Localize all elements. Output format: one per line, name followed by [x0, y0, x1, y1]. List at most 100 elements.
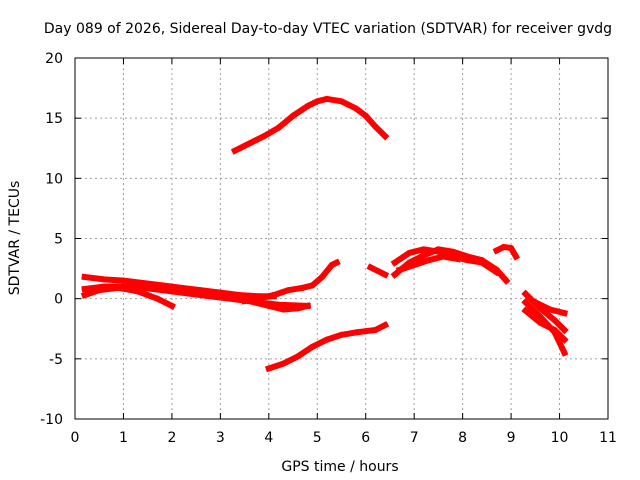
y-tick-label: -5	[49, 352, 63, 368]
data-point	[134, 288, 141, 295]
data-point	[362, 328, 369, 335]
data-point	[372, 123, 379, 130]
data-point	[270, 292, 277, 299]
data-point	[231, 147, 238, 154]
data-point	[367, 264, 374, 271]
data-point	[275, 124, 282, 131]
data-point	[333, 259, 340, 266]
x-tick-label: 5	[313, 430, 322, 446]
x-tick-label: 8	[458, 430, 467, 446]
data-point	[411, 261, 418, 268]
data-point	[440, 253, 447, 260]
data-point	[246, 140, 253, 147]
data-point	[561, 349, 568, 356]
data-point	[537, 319, 544, 326]
data-point	[81, 292, 88, 299]
data-point	[454, 255, 461, 262]
data-point	[115, 284, 122, 291]
data-point	[236, 292, 243, 299]
data-point	[561, 326, 568, 333]
data-point	[500, 243, 507, 250]
data-point	[178, 284, 185, 291]
y-tick-label: -10	[40, 412, 63, 428]
data-point	[353, 105, 360, 112]
data-point	[280, 306, 287, 313]
data-point	[374, 267, 381, 274]
data-point	[338, 331, 345, 338]
data-point	[285, 287, 292, 294]
y-tick-label: 15	[45, 111, 63, 127]
data-point	[101, 276, 108, 283]
data-series	[80, 95, 569, 373]
data-point	[217, 294, 224, 301]
y-tick-label: 0	[54, 292, 63, 308]
data-point	[561, 336, 568, 343]
data-point	[532, 299, 539, 306]
x-tick-label: 3	[216, 430, 225, 446]
x-tick-label: 6	[361, 430, 370, 446]
data-point	[382, 322, 389, 329]
data-point	[96, 287, 103, 294]
data-point	[159, 282, 166, 289]
data-point	[299, 284, 306, 291]
data-point	[294, 353, 301, 360]
data-point	[81, 274, 88, 281]
data-point	[391, 271, 398, 278]
data-point	[522, 299, 529, 306]
data-point	[420, 246, 427, 253]
x-tick-label: 4	[264, 430, 273, 446]
y-axis-title: SDTVAR / TECUs	[7, 181, 23, 296]
data-point	[493, 247, 500, 254]
data-point	[372, 326, 379, 333]
data-point	[178, 289, 185, 296]
data-point	[260, 133, 267, 140]
data-point	[546, 306, 553, 313]
data-point	[309, 282, 316, 289]
y-tick-label: 20	[45, 51, 63, 67]
data-point	[503, 277, 510, 284]
data-point	[304, 302, 311, 309]
data-point	[168, 302, 175, 309]
data-point	[197, 287, 204, 294]
x-tick-label: 1	[119, 430, 128, 446]
data-point	[561, 310, 568, 317]
data-point	[139, 284, 146, 291]
series-tail-c	[521, 306, 569, 344]
data-point	[353, 329, 360, 336]
data-point	[309, 343, 316, 350]
series-blip-9	[492, 243, 520, 261]
grid-lines	[75, 58, 608, 419]
data-point	[396, 266, 403, 273]
data-point	[362, 112, 369, 119]
x-tick-label: 2	[167, 430, 176, 446]
data-point	[464, 257, 471, 264]
y-tick-label: 5	[54, 232, 63, 248]
data-point	[551, 317, 558, 324]
data-point	[391, 259, 398, 266]
data-point	[435, 248, 442, 255]
x-tick-label: 7	[410, 430, 419, 446]
data-point	[420, 252, 427, 259]
data-point	[294, 305, 301, 312]
x-tick-labels: 0 1 2 3 4 5 6 7 8 9 10 11	[71, 430, 617, 446]
data-point	[508, 245, 515, 252]
data-point	[197, 292, 204, 299]
data-point	[323, 336, 330, 343]
data-point	[265, 365, 272, 372]
x-axis-title: GPS time / hours	[281, 459, 398, 475]
data-point	[290, 112, 297, 119]
y-tick-label: 10	[45, 171, 63, 187]
data-point	[280, 360, 287, 367]
data-point	[304, 103, 311, 110]
data-point	[236, 296, 243, 303]
data-point	[522, 290, 529, 297]
data-point	[139, 280, 146, 287]
data-point	[551, 326, 558, 333]
data-point	[319, 274, 326, 281]
data-point	[479, 259, 486, 266]
data-point	[512, 253, 519, 260]
x-tick-label: 9	[507, 430, 516, 446]
data-point	[382, 133, 389, 140]
data-point	[265, 302, 272, 309]
